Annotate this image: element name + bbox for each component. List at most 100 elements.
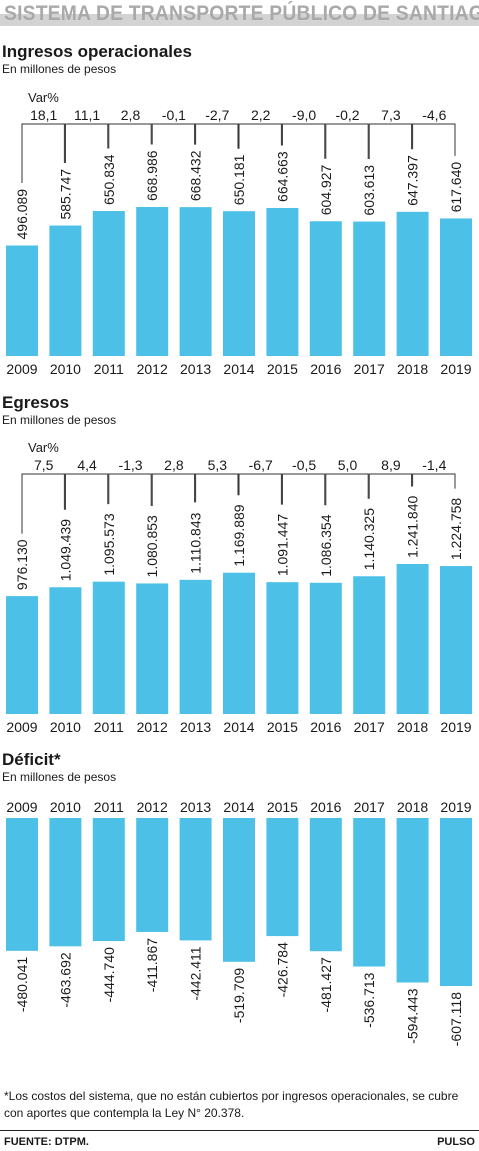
bar-2017 [353,576,386,714]
year-label-2013: 2013 [180,361,211,377]
bar-2019 [440,218,472,356]
var-connector-2019 [412,123,456,156]
egresos-chart: 976.130 2009 1.049.439 2010 1.095.573 2011 1.0… [6,440,472,735]
bar-2013 [179,818,212,941]
var-connector-2011 [64,473,109,510]
var-connector-2010 [21,123,65,184]
var-change-2011: 11,1 [74,107,100,123]
value-label-2012: 668.986 [144,150,160,201]
egresos-title: Egresos [2,393,70,412]
var-connector-2016 [281,123,326,159]
var-connector-2015 [238,473,282,505]
year-label-2018: 2018 [397,719,428,735]
year-label-2016: 2016 [310,719,341,735]
title-bar: SISTEMA DE TRANSPORTE PÚBLICO DE SANTIAG… [0,0,479,34]
var-change-2012: -1,3 [118,457,142,473]
var-connector-2011 [64,123,109,164]
bar-2009 [6,245,38,356]
bar-2012 [136,583,169,714]
brand-label: PULSO [437,1136,475,1148]
bar-2010 [49,587,82,714]
year-label-2010: 2010 [50,361,81,377]
bar-2014 [223,211,255,356]
year-label-2019: 2019 [440,361,471,377]
var-change-2011: 4,4 [77,457,97,473]
year-label-2014: 2014 [223,719,254,735]
year-label-2017: 2017 [354,719,385,735]
year-label-2012: 2012 [137,799,168,815]
value-label-2012: 1.080.853 [144,515,160,577]
var-change-2015: -6,7 [249,457,273,473]
year-label-2015: 2015 [267,719,298,735]
value-label-2015: -426.784 [274,942,290,997]
value-label-2015: 664.663 [274,151,290,202]
var-change-2015: 2,2 [251,107,271,123]
bar-2010 [49,818,82,947]
var-change-2019: -4,6 [422,107,446,123]
value-label-2010: 1.049.439 [57,519,73,581]
bar-2018 [396,818,429,983]
year-label-2018: 2018 [397,361,428,377]
var-change-2016: -0,5 [292,457,316,473]
year-label-2014: 2014 [223,361,254,377]
bar-2016 [309,818,342,952]
bar-2015 [266,818,299,937]
bar-2013 [179,579,212,714]
bar-2019 [440,566,472,714]
year-label-2019: 2019 [440,799,471,815]
bar-2012 [136,818,169,932]
year-label-2017: 2017 [354,361,385,377]
var-change-2018: 7,3 [381,107,401,123]
year-label-2013: 2013 [180,719,211,735]
value-label-2009: 496.089 [14,189,30,240]
bar-2016 [309,221,342,356]
year-label-2011: 2011 [94,799,124,815]
year-label-2010: 2010 [50,799,81,815]
year-label-2009: 2009 [6,719,37,735]
bar-2014 [223,818,255,962]
value-label-2017: 1.140.325 [361,508,377,570]
deficit-title: Déficit* [2,750,61,769]
bar-2018 [396,211,429,356]
year-label-2010: 2010 [50,719,81,735]
value-label-2013: -442.411 [188,946,204,1000]
value-label-2014: 650.181 [231,154,247,205]
var-connector-2017 [325,123,369,160]
year-label-2012: 2012 [137,719,168,735]
value-label-2011: 650.834 [101,154,117,205]
value-label-2016: 1.086.354 [318,514,334,576]
ingresos-chart: 496.089 2009 585.747 2010 650.834 2011 668.986… [6,90,472,377]
deficit-subtitle: En millones de pesos [2,770,117,784]
value-label-2011: -444.740 [101,947,117,1002]
year-label-2011: 2011 [94,719,124,735]
var-label: Var% [28,440,59,455]
var-connector-2014 [195,123,239,149]
var-connector-2010 [21,473,65,534]
bar-2012 [136,207,169,356]
var-change-2017: 5,0 [338,457,358,473]
var-connector-2017 [325,473,369,506]
value-label-2013: 1.110.843 [188,512,204,573]
var-change-2014: -2,7 [205,107,229,123]
var-connector-2015 [238,123,282,149]
value-label-2011: 1.095.573 [101,513,117,575]
source-label: FUENTE: DTPM. [4,1136,89,1148]
var-connector-2019 [412,473,456,489]
year-label-2013: 2013 [180,799,211,815]
year-label-2009: 2009 [6,799,37,815]
var-connector-2018 [368,473,413,499]
value-label-2009: -480.041 [14,957,30,1012]
bar-2016 [309,582,342,714]
bar-2015 [266,582,299,714]
var-change-2012: 2,8 [121,107,141,123]
var-change-2010: 18,1 [30,107,57,123]
year-label-2017: 2017 [354,799,385,815]
var-label: Var% [28,90,59,105]
footnote: *Los costos del sistema, que no están cu… [4,1089,459,1120]
var-change-2018: 8,9 [381,457,401,473]
value-label-2016: 604.927 [318,164,334,215]
year-label-2019: 2019 [440,719,471,735]
value-label-2018: -594.443 [405,988,421,1043]
footer-rule [0,1130,479,1131]
year-label-2016: 2016 [310,799,341,815]
